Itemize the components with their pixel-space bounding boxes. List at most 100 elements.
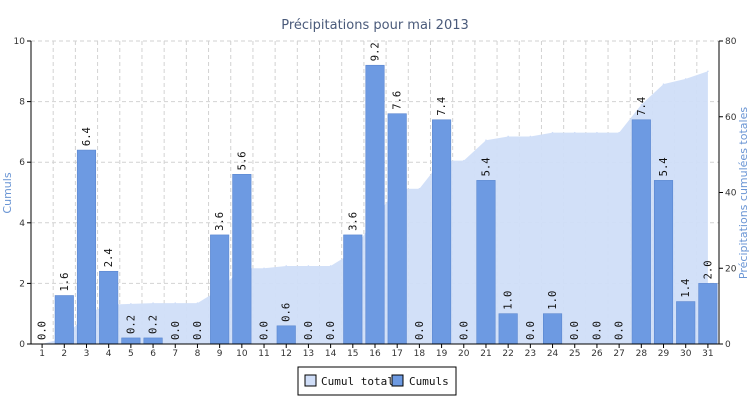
- cumuls-data-label: 9.2: [370, 42, 382, 61]
- cumuls-data-label: 3.6: [347, 212, 359, 231]
- y-left-tick-label: 0: [19, 340, 25, 350]
- x-tick-label: 10: [236, 349, 248, 359]
- cumuls-data-label: 6.4: [81, 127, 93, 146]
- cumuls-data-label: 1.0: [503, 291, 515, 310]
- x-tick-label: 29: [658, 349, 670, 359]
- cumul-total-point: [507, 135, 509, 138]
- cumul-total-point: [618, 131, 620, 134]
- cumuls-bar: [76, 149, 97, 345]
- cumuls-data-label: 0.0: [458, 321, 470, 340]
- cumuls-bar: [54, 295, 74, 345]
- cumuls-data-label: 1.6: [59, 273, 71, 292]
- legend-label-cumul-total: Cumul total: [321, 375, 394, 388]
- x-tick-label: 23: [525, 349, 536, 359]
- y-left-tick-label: 8: [19, 98, 25, 108]
- cumuls-bar: [498, 313, 518, 345]
- x-tick-label: 4: [106, 349, 112, 359]
- legend-box: [297, 366, 457, 396]
- cumuls-bar: [232, 174, 252, 345]
- x-tick-label: 2: [61, 349, 67, 359]
- x-tick-label: 13: [303, 349, 314, 359]
- cumuls-data-label: 0.0: [614, 321, 626, 340]
- legend-swatch-cumul-total: [304, 374, 317, 387]
- cumuls-data-label: 5.6: [236, 151, 248, 170]
- cumul-total-point: [596, 131, 598, 134]
- cumul-total-point: [263, 267, 265, 270]
- y-left-tick-label: 4: [19, 219, 25, 229]
- legend-swatch-cumuls: [391, 374, 404, 387]
- cumuls-data-label: 7.4: [436, 97, 448, 116]
- cumul-total-point: [707, 70, 709, 73]
- cumul-total-point: [573, 131, 576, 134]
- cumuls-bar: [121, 337, 141, 345]
- cumul-total-point: [152, 302, 154, 304]
- cumuls-data-label: 0.0: [569, 321, 581, 340]
- cumuls-data-label: 0.0: [414, 321, 426, 340]
- cumuls-bar-layer: [54, 64, 718, 345]
- cumuls-data-label: 0.2: [148, 315, 160, 334]
- cumuls-bar: [210, 234, 230, 345]
- cumuls-bar: [676, 301, 696, 345]
- cumul-total-point: [174, 302, 177, 304]
- x-tick-label: 5: [128, 349, 134, 359]
- x-tick-label: 3: [84, 349, 90, 359]
- cumuls-data-label: 2.4: [103, 248, 115, 267]
- cumul-total-point: [662, 83, 665, 85]
- x-tick-label: 31: [702, 349, 713, 359]
- cumul-total-point: [285, 265, 288, 267]
- x-tick-label: 9: [217, 349, 223, 359]
- cumuls-data-label: 1.0: [547, 291, 559, 310]
- cumuls-data-label: 1.4: [680, 279, 692, 298]
- x-tick-label: 22: [502, 349, 513, 359]
- cumuls-bar: [698, 283, 718, 345]
- x-tick-label: 30: [680, 349, 692, 359]
- cumul-total-point: [684, 78, 687, 80]
- cumuls-data-label: 0.0: [37, 321, 49, 340]
- x-tick-label: 11: [258, 349, 269, 359]
- cumul-total-point: [418, 187, 421, 190]
- cumul-total-point: [329, 265, 332, 267]
- x-tick-label: 17: [391, 349, 402, 359]
- x-tick-label: 15: [347, 349, 358, 359]
- cumuls-data-label: 5.4: [658, 157, 670, 176]
- x-tick-label: 19: [436, 349, 448, 359]
- y-axis-left-title: Cumuls: [1, 172, 14, 213]
- x-tick-label: 1: [39, 349, 45, 359]
- cumul-total-point: [640, 103, 643, 106]
- cumuls-data-label: 7.6: [392, 91, 404, 110]
- cumuls-data-label: 2.0: [702, 260, 714, 279]
- x-tick-label: 18: [414, 349, 426, 359]
- x-tick-label: 8: [195, 349, 201, 359]
- cumul-total-point: [551, 131, 554, 134]
- cumul-total-point: [529, 135, 532, 138]
- cumuls-data-label: 0.0: [325, 321, 337, 340]
- x-tick-label: 12: [280, 349, 291, 359]
- cumuls-bar: [653, 180, 674, 345]
- cumuls-bar: [99, 270, 119, 345]
- cumuls-bar: [276, 325, 296, 345]
- y-left-tick-label: 2: [19, 279, 25, 289]
- cumuls-bar: [476, 180, 496, 345]
- cumul-total-area: [42, 71, 708, 345]
- cumul-total-point: [307, 265, 310, 267]
- cumuls-bar: [432, 119, 452, 345]
- x-tick-label: 26: [591, 349, 603, 359]
- cumuls-bar: [365, 64, 385, 345]
- cumul-total-point: [130, 303, 132, 305]
- cumuls-data-label: 5.4: [480, 157, 492, 176]
- x-tick-label: 16: [369, 349, 381, 359]
- cumuls-data-label: 0.0: [192, 321, 204, 340]
- x-tick-label: 25: [569, 349, 580, 359]
- legend-label-cumuls: Cumuls: [409, 375, 449, 388]
- x-tick-label: 7: [172, 349, 178, 359]
- cumuls-data-label: 0.0: [303, 321, 315, 340]
- x-tick-label: 28: [636, 349, 648, 359]
- cumuls-data-label: 0.0: [591, 321, 603, 340]
- y-right-tick-label: 60: [725, 113, 737, 123]
- x-tick-label: 20: [458, 349, 470, 359]
- cumuls-data-label: 0.0: [259, 321, 271, 340]
- cumuls-bar: [542, 313, 563, 345]
- y-left-tick-label: 6: [19, 158, 25, 168]
- y-left-tick-label: 10: [14, 37, 26, 47]
